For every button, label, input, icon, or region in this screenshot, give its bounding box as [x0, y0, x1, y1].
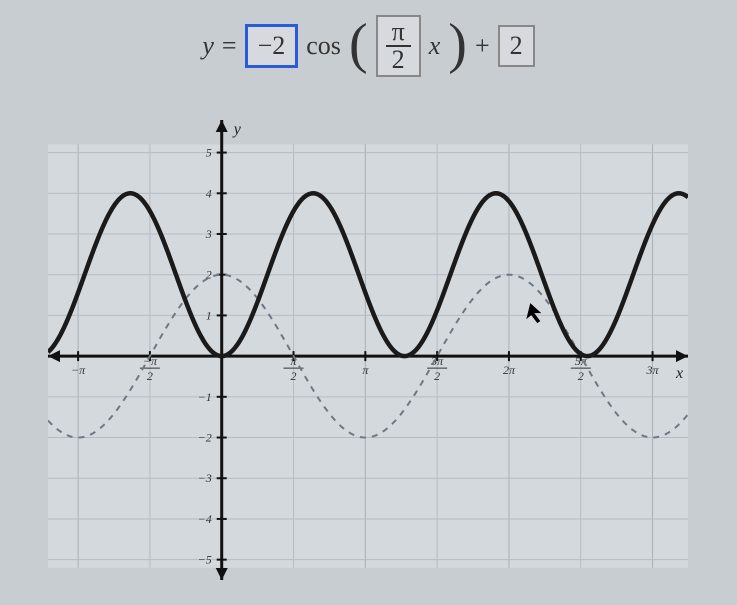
y-tick-label: 1	[206, 308, 212, 322]
x-tick-label: π	[362, 363, 369, 377]
y-tick-label: 5	[206, 146, 212, 160]
open-paren: (	[349, 22, 368, 67]
trig-graph[interactable]: 54321−1−2−3−4−5−π−π2π2π3π22π5π23πyx	[48, 120, 688, 580]
y-tick-label: −4	[198, 512, 212, 526]
x-tick-label: 3π	[646, 363, 660, 377]
x-tick-label: −π	[71, 363, 86, 377]
equation-lhs: y	[202, 31, 214, 61]
y-axis-label: y	[232, 121, 242, 138]
y-tick-label: −5	[198, 553, 212, 567]
svg-text:2: 2	[291, 369, 297, 383]
svg-text:2: 2	[147, 369, 153, 383]
chart-canvas: 54321−1−2−3−4−5−π−π2π2π3π22π5π23πyx	[48, 120, 688, 580]
x-axis-label: x	[675, 365, 683, 382]
y-tick-label: −2	[198, 431, 212, 445]
y-tick-label: −3	[198, 471, 212, 485]
svg-text:3π: 3π	[430, 354, 444, 368]
equation-plus: +	[475, 31, 490, 61]
equation-var: x	[429, 31, 441, 61]
frequency-denominator: 2	[386, 47, 411, 73]
y-tick-label: −1	[198, 390, 212, 404]
svg-text:2: 2	[578, 369, 584, 383]
y-tick-label: 3	[205, 227, 212, 241]
amplitude-input-box[interactable]: −2	[245, 24, 299, 68]
svg-text:2: 2	[434, 369, 440, 383]
close-paren: )	[448, 22, 467, 67]
equation-display: y = −2 cos ( π 2 x ) + 2	[0, 15, 737, 77]
frequency-input-box[interactable]: π 2	[376, 15, 421, 77]
equation-equals: =	[222, 31, 237, 61]
frequency-numerator: π	[386, 19, 411, 47]
equation-func: cos	[306, 31, 341, 61]
vertical-shift-input-box[interactable]: 2	[498, 25, 535, 67]
y-tick-label: 4	[206, 186, 212, 200]
x-tick-label: 2π	[503, 363, 516, 377]
